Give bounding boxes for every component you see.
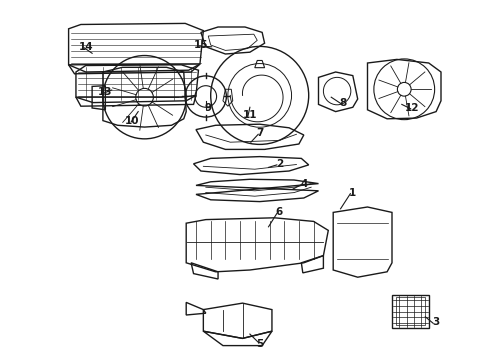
Text: 1: 1 [349,188,356,198]
Text: 3: 3 [433,317,440,327]
Text: 7: 7 [256,128,264,138]
Text: 5: 5 [256,339,263,349]
Text: 11: 11 [243,110,257,120]
Text: 14: 14 [78,42,93,52]
Text: 6: 6 [276,207,283,217]
Text: 10: 10 [125,116,140,126]
Text: 9: 9 [205,103,212,113]
Text: 12: 12 [404,103,419,113]
Text: 4: 4 [300,179,308,189]
Text: 8: 8 [340,98,346,108]
Text: 2: 2 [276,159,283,169]
Text: 15: 15 [194,40,208,50]
Text: 13: 13 [98,87,113,97]
